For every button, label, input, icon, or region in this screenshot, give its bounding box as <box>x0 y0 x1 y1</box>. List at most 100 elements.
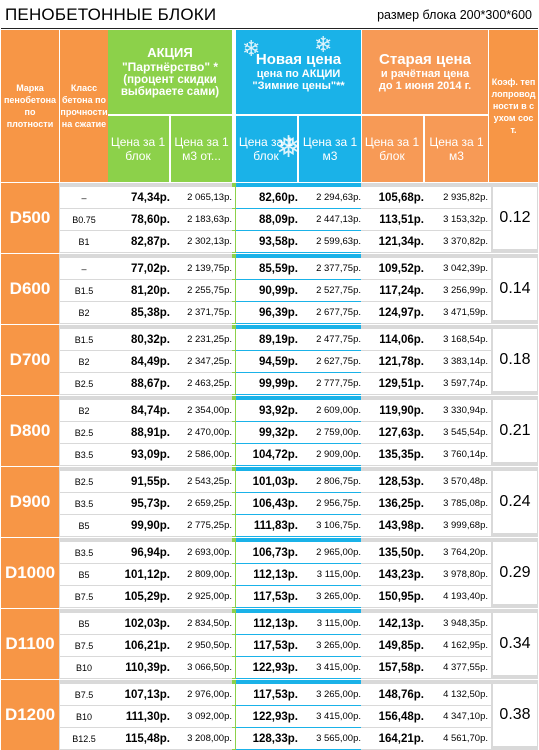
concrete-class-cell: B2.5 <box>60 422 108 443</box>
thermal-coefficient-cell: 0.18 <box>493 329 537 391</box>
title-bar: ПЕНОБЕТОННЫЕ БЛОКИ размер блока 200*300*… <box>1 1 538 29</box>
header-class-label: Класс бетона по прочности на сжатие <box>60 83 108 129</box>
price-cell: 111,83р. <box>236 515 301 536</box>
price-cell: 3 570,48р. <box>425 471 491 492</box>
block-size-label: размер блока 200*300*600 <box>377 8 532 22</box>
density-mark: D700 <box>1 325 59 395</box>
price-cell: 2 470,00р. <box>171 422 235 443</box>
price-cell: 2 965,00р. <box>299 542 364 563</box>
price-cell: 2 935,82р. <box>425 187 491 208</box>
price-cell: 2 777,75р. <box>299 373 364 394</box>
price-cell: 3 415,00р. <box>299 657 364 678</box>
price-cell: 104,72р. <box>236 444 301 465</box>
price-cell: 4 561,70р. <box>425 728 491 749</box>
price-cell: 105,29р. <box>108 586 173 607</box>
header-coef-label: Коэф. теплопроводности в сухом сост. <box>491 77 536 135</box>
concrete-class-cell: B3.5 <box>60 493 108 514</box>
price-cell: 3 265,00р. <box>299 586 364 607</box>
price-cell: 3 153,32р. <box>425 209 491 230</box>
price-cell: 84,74р. <box>108 400 173 421</box>
price-group: D700 B1.5 80,32р. 2 231,25р. 89,19р. 2 477,75… <box>1 325 538 395</box>
price-cell: 74,34р. <box>108 187 173 208</box>
price-group: D600–77,02р. 2 139,75р. 85,59р. 2 377,75р. 1… <box>1 254 538 324</box>
price-cell: 117,53р. <box>236 684 301 705</box>
header-promo: АКЦИЯ "Партнёрство" * (процент скидки вы… <box>108 30 232 182</box>
price-cell: 143,98р. <box>362 515 427 536</box>
price-cell: 150,95р. <box>362 586 427 607</box>
concrete-class-cell: B1.5 <box>60 280 108 301</box>
promo-m3-label: Цена за 1 м3 от... <box>174 135 229 163</box>
price-cell: 2 294,63р. <box>299 187 364 208</box>
price-cell: 3 383,14р. <box>425 351 491 372</box>
price-cell: 122,93р. <box>236 706 301 727</box>
price-cell: 2 447,13р. <box>299 209 364 230</box>
price-cell: 2 543,25р. <box>171 471 235 492</box>
price-cell: 3 066,50р. <box>171 657 235 678</box>
price-cell: 127,63р. <box>362 422 427 443</box>
new-price-subtitle: цена по АКЦИИ <box>256 67 341 80</box>
price-cell: 3 330,94р. <box>425 400 491 421</box>
density-mark: D900 <box>1 467 59 537</box>
price-cell: 148,76р. <box>362 684 427 705</box>
concrete-class-cell: – <box>60 258 108 279</box>
price-cell: 2 139,75р. <box>171 258 235 279</box>
price-cell: 93,58р. <box>236 231 301 252</box>
price-cell: 2 976,00р. <box>171 684 235 705</box>
price-cell: 3 208,00р. <box>171 728 235 749</box>
promo-block-label: Цена за 1 блок <box>110 135 166 163</box>
concrete-class-cell: – <box>60 187 108 208</box>
new-block-header: Цена за 1 блок <box>236 118 296 180</box>
price-cell: 2 950,50р. <box>171 635 235 656</box>
thermal-coefficient-cell: 0.14 <box>493 258 537 320</box>
concrete-class-cell: B1.5 <box>60 329 108 350</box>
price-cell: 149,85р. <box>362 635 427 656</box>
price-cell: 4 132,50р. <box>425 684 491 705</box>
price-cell: 164,21р. <box>362 728 427 749</box>
price-cell: 112,13р. <box>236 564 301 585</box>
thermal-coefficient-cell: 0.34 <box>493 613 537 675</box>
price-group: D1100 B5 102,03р. 2 834,50р. 112,13р. 3 115,0… <box>1 609 538 679</box>
price-cell: 135,50р. <box>362 542 427 563</box>
price-cell: 99,90р. <box>108 515 173 536</box>
price-cell: 4 377,55р. <box>425 657 491 678</box>
density-mark: D800 <box>1 396 59 466</box>
price-cell: 3 597,74р. <box>425 373 491 394</box>
header-mark: Марка пенобетона по плотности <box>1 30 59 182</box>
concrete-class-cell: B5 <box>60 515 108 536</box>
concrete-class-cell: B2.5 <box>60 373 108 394</box>
price-cell: 82,87р. <box>108 231 173 252</box>
price-cell: 94,59р. <box>236 351 301 372</box>
price-cell: 2 347,25р. <box>171 351 235 372</box>
price-cell: 143,23р. <box>362 564 427 585</box>
price-cell: 3 106,75р. <box>299 515 364 536</box>
price-cell: 3 785,08р. <box>425 493 491 514</box>
thermal-coefficient-cell: 0.29 <box>493 542 537 604</box>
price-cell: 102,03р. <box>108 613 173 634</box>
price-cell: 2 834,50р. <box>171 613 235 634</box>
price-cell: 2 231,25р. <box>171 329 235 350</box>
price-cell: 2 463,25р. <box>171 373 235 394</box>
concrete-class-cell: B2.5 <box>60 471 108 492</box>
price-cell: 2 809,00р. <box>171 564 235 585</box>
price-cell: 106,43р. <box>236 493 301 514</box>
price-cell: 128,33р. <box>236 728 301 749</box>
price-cell: 121,78р. <box>362 351 427 372</box>
price-cell: 3 415,00р. <box>299 706 364 727</box>
price-cell: 119,90р. <box>362 400 427 421</box>
new-block-label: Цена за 1 блок <box>238 135 294 163</box>
price-cell: 2 302,13р. <box>171 231 235 252</box>
price-cell: 2 477,75р. <box>299 329 364 350</box>
price-cell: 96,39р. <box>236 302 301 323</box>
new-m3-label: Цена за 1 м3 <box>302 135 358 163</box>
header-coef: Коэф. теплопроводности в сухом сост. <box>489 30 538 182</box>
price-cell: 2 909,00р. <box>299 444 364 465</box>
price-cell: 2 586,00р. <box>171 444 235 465</box>
old-block-header: Цена за 1 блок <box>362 118 422 180</box>
price-cell: 107,13р. <box>108 684 173 705</box>
price-cell: 3 370,82р. <box>425 231 491 252</box>
price-cell: 109,52р. <box>362 258 427 279</box>
promo-subtitle: "Партнёрство" * <box>121 59 219 74</box>
price-cell: 3 115,00р. <box>299 613 364 634</box>
density-mark: D600 <box>1 254 59 324</box>
